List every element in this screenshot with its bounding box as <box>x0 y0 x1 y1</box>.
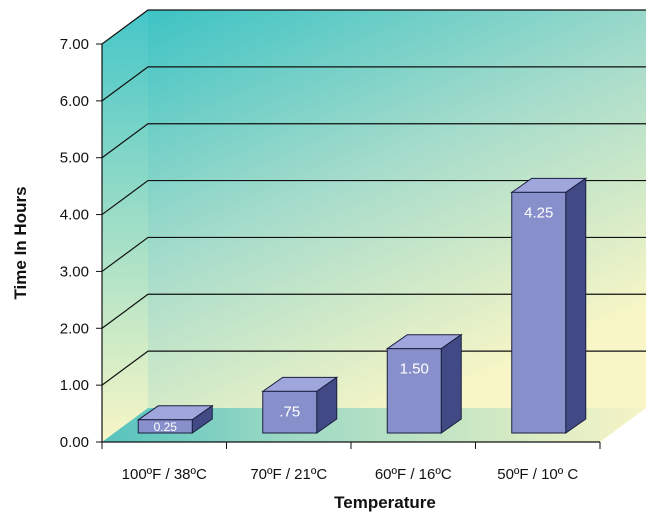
bar <box>510 177 588 434</box>
x-tick-label: 100ºF / 38ºC <box>122 466 207 483</box>
axes <box>96 43 601 449</box>
y-tick-label: 1.00 <box>60 377 89 394</box>
gridline <box>101 66 646 102</box>
bar <box>136 404 214 434</box>
x-tick-label: 70ºF / 21ºC <box>250 466 327 483</box>
y-tick-label: 7.00 <box>60 36 89 53</box>
y-tick-label: 6.00 <box>60 93 89 110</box>
data-label: .75 <box>279 403 300 420</box>
gridline <box>101 179 646 216</box>
y-tick-label: 2.00 <box>60 320 89 337</box>
data-label: 1.50 <box>400 361 429 378</box>
y-axis-title: Time In Hours <box>11 186 30 299</box>
gridline <box>101 9 646 45</box>
bar <box>385 333 463 434</box>
bar-front-face <box>137 419 193 434</box>
x-tick-label: 60ºF / 16ºC <box>375 466 452 483</box>
y-tick-label: 4.00 <box>60 207 89 224</box>
gridline <box>101 350 646 386</box>
gridlines <box>101 9 646 386</box>
bar-side-face <box>565 177 587 434</box>
bar-front-face <box>386 348 442 434</box>
x-axis-title: Temperature <box>334 493 436 512</box>
y-tick-label: 0.00 <box>60 434 89 451</box>
y-tick-label: 3.00 <box>60 263 89 280</box>
gridline <box>101 236 646 272</box>
gridline <box>101 293 646 329</box>
data-label: 0.25 <box>154 420 178 434</box>
side-wall <box>102 10 148 442</box>
bar-side-face <box>440 333 462 434</box>
bar <box>261 376 339 434</box>
bar-front-face <box>262 390 318 434</box>
data-label: 4.25 <box>524 204 553 221</box>
floor <box>102 408 646 442</box>
x-tick-label: 50ºF / 10º C <box>497 466 578 483</box>
bars: 0.25 .75 1.50 4.25 <box>136 177 588 434</box>
gridline <box>101 123 646 159</box>
bar-front-face <box>511 191 567 434</box>
axis-labels: 0.00 1.00 2.00 3.00 4.00 5.00 6.00 7.00 100ºF / … <box>60 36 579 483</box>
y-tick-label: 5.00 <box>60 150 89 167</box>
